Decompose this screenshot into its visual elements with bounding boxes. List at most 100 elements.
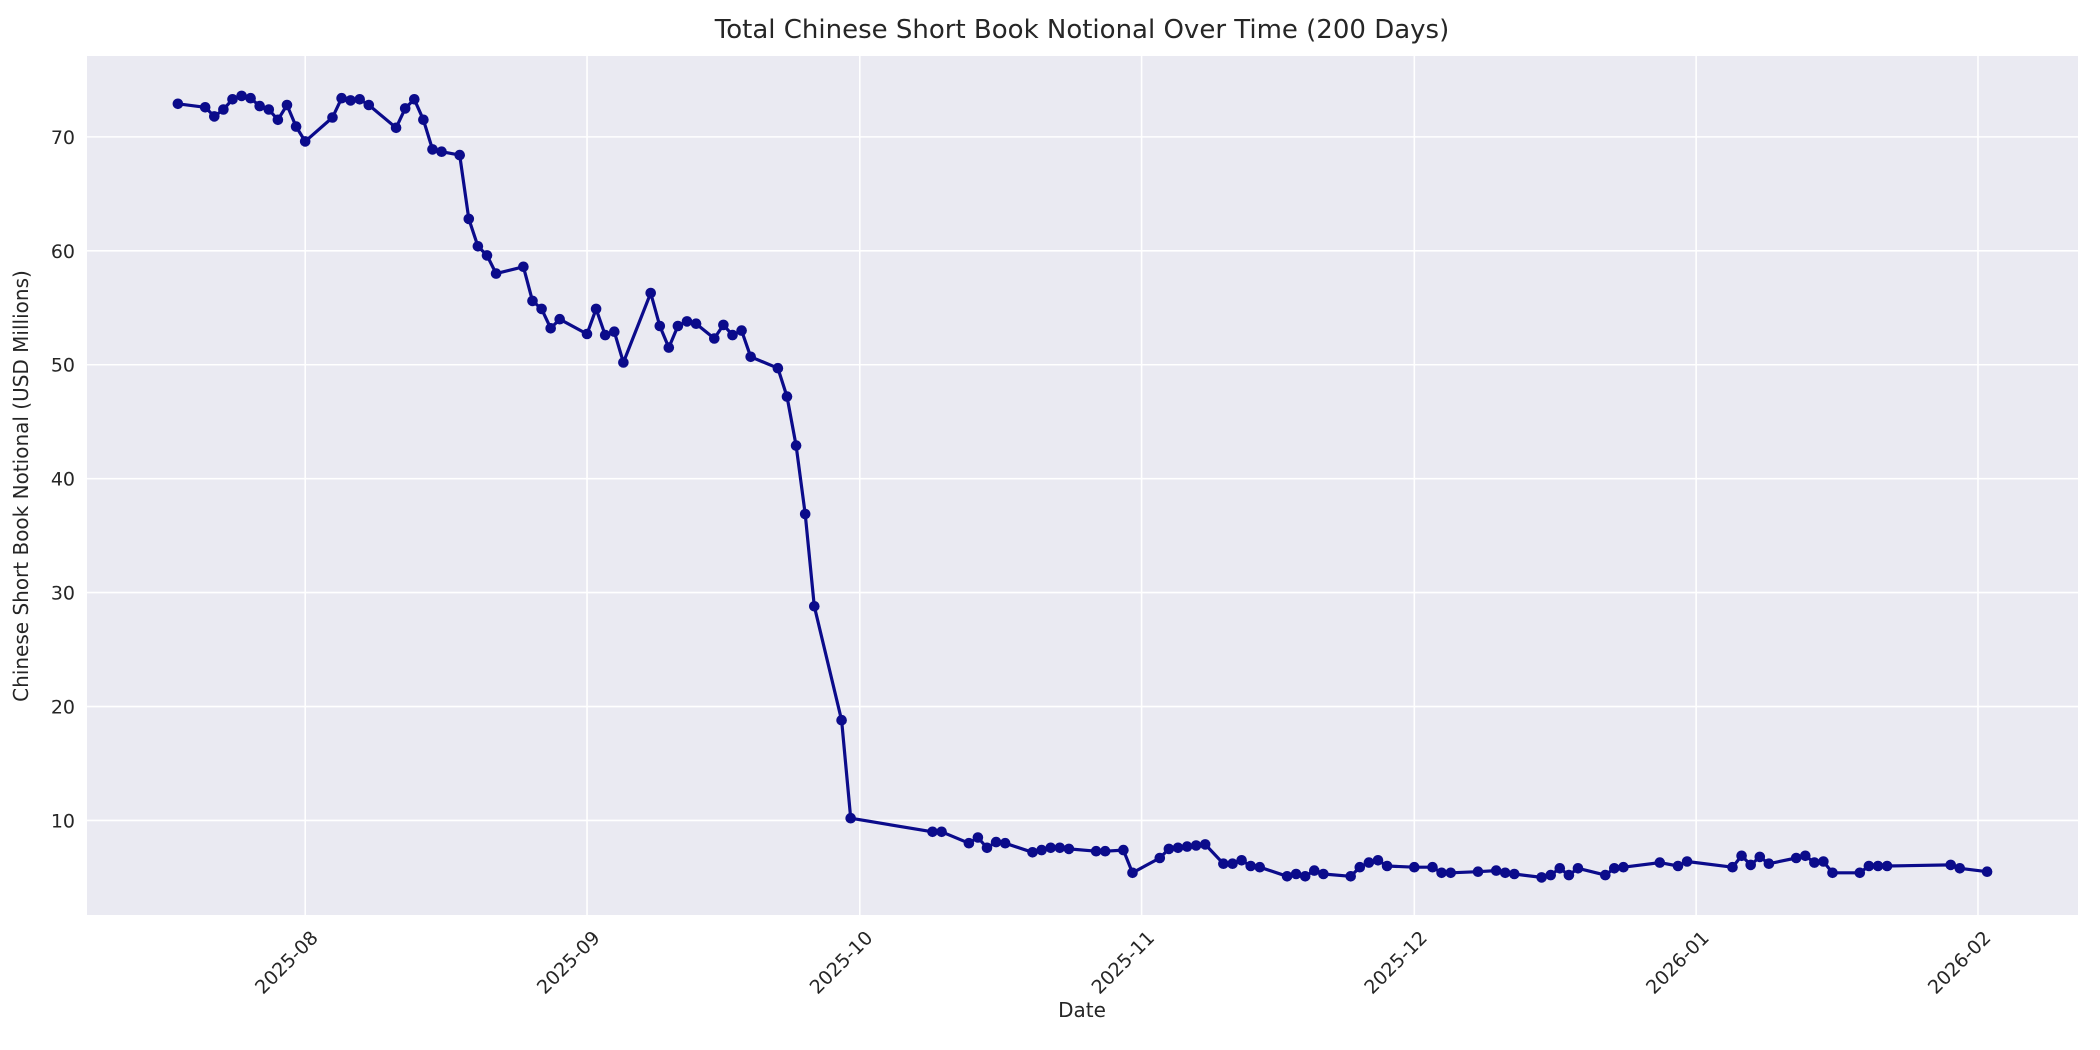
- x-tick-label: 2025-10: [806, 927, 878, 999]
- data-point-marker: [1445, 867, 1456, 879]
- x-tick-label: 2025-08: [251, 927, 323, 999]
- data-point-marker: [199, 102, 211, 113]
- data-point-marker: [1190, 840, 1202, 851]
- data-point-marker: [263, 104, 275, 115]
- data-point-marker: [1472, 866, 1484, 877]
- data-point-marker: [227, 94, 238, 105]
- data-point-marker: [1090, 845, 1102, 857]
- gridlines: [87, 56, 2078, 915]
- data-point-marker: [1054, 842, 1066, 854]
- data-point-marker: [1545, 869, 1556, 881]
- data-point-marker: [1554, 863, 1566, 874]
- data-point-marker: [327, 112, 338, 123]
- data-point-marker: [1245, 860, 1256, 872]
- data-point-marker: [1436, 867, 1447, 879]
- data-point-marker: [927, 826, 938, 838]
- data-point-marker: [1563, 869, 1575, 881]
- data-point-marker: [936, 826, 947, 838]
- data-point-marker: [963, 837, 975, 849]
- data-point-marker: [1027, 847, 1038, 858]
- data-point-marker: [809, 601, 820, 612]
- data-point-marker: [454, 149, 466, 161]
- data-point-marker: [1427, 861, 1438, 873]
- data-point-marker: [1127, 867, 1138, 879]
- data-point-marker: [999, 837, 1011, 849]
- data-point-marker: [281, 99, 293, 111]
- y-axis-ticks: 10 20 30 40 50 60 70: [51, 127, 75, 833]
- data-point-marker: [427, 144, 438, 155]
- data-point-marker: [554, 313, 565, 325]
- data-point-marker: [1572, 863, 1584, 874]
- data-point-marker: [1945, 859, 1956, 871]
- data-point-marker: [1609, 863, 1620, 874]
- data-point-marker: [972, 832, 984, 843]
- data-point-marker: [781, 391, 793, 402]
- data-point-marker: [990, 836, 1002, 848]
- data-point-marker: [618, 357, 629, 368]
- x-tick-label: 2025-11: [1087, 927, 1159, 999]
- data-point-marker: [1763, 858, 1775, 869]
- data-point-marker: [390, 122, 402, 134]
- data-point-marker: [1681, 856, 1693, 867]
- data-point-marker: [545, 323, 556, 334]
- data-point-marker: [1236, 855, 1247, 866]
- data-point-marker: [218, 104, 229, 115]
- data-point-marker: [1790, 852, 1802, 864]
- data-point-marker: [1254, 861, 1266, 873]
- x-tick-label: 2025-09: [533, 927, 605, 999]
- data-point-marker: [236, 90, 247, 102]
- x-axis-label: Date: [1058, 998, 1106, 1022]
- data-point-marker: [336, 92, 347, 104]
- data-point-marker: [727, 329, 738, 341]
- x-tick-label: 2025-12: [1360, 927, 1432, 999]
- data-point-marker: [1163, 843, 1175, 855]
- data-point-marker: [1363, 857, 1375, 868]
- data-point-marker: [1872, 860, 1884, 872]
- data-point-marker: [272, 114, 284, 126]
- data-point-marker: [527, 295, 538, 307]
- y-tick-label: 50: [51, 355, 75, 377]
- data-point-marker: [772, 362, 784, 374]
- y-tick-label: 40: [51, 469, 75, 491]
- data-point-marker: [1372, 855, 1384, 866]
- data-point-marker: [663, 342, 675, 353]
- data-point-marker: [254, 100, 265, 112]
- data-point-marker: [681, 316, 693, 327]
- data-point-marker: [799, 508, 811, 520]
- data-point-marker: [1536, 872, 1547, 883]
- data-point-marker: [1881, 860, 1893, 872]
- y-tick-label: 70: [51, 127, 75, 149]
- data-point-marker: [718, 319, 729, 331]
- data-point-marker: [845, 812, 856, 824]
- data-point-marker: [1409, 861, 1420, 873]
- data-point-marker: [690, 318, 702, 330]
- data-point-marker: [463, 213, 475, 225]
- data-point-marker: [409, 94, 420, 105]
- data-point-marker: [1800, 850, 1811, 862]
- x-axis-ticks: 2025-08 2025-09 2025-10 2025-11 2025-12 2026-…: [251, 927, 1995, 999]
- data-point-marker: [1154, 852, 1166, 864]
- data-point-marker: [590, 303, 602, 315]
- data-point-marker: [490, 268, 502, 279]
- plot-area: [87, 56, 2078, 915]
- data-point-marker: [836, 714, 847, 726]
- data-point-marker: [472, 241, 484, 252]
- data-point-marker: [209, 111, 220, 122]
- data-point-marker: [581, 328, 593, 340]
- data-point-marker: [1499, 867, 1511, 879]
- data-point-marker: [709, 333, 720, 344]
- x-tick-label: 2026-02: [1924, 927, 1996, 999]
- data-point-marker: [1063, 843, 1075, 855]
- data-point-marker: [1118, 844, 1129, 856]
- data-point-marker: [1672, 860, 1684, 872]
- data-point-marker: [1218, 858, 1229, 869]
- data-point-marker: [299, 136, 311, 147]
- data-point-marker: [1354, 861, 1366, 873]
- chart-title: Total Chinese Short Book Notional Over T…: [714, 15, 1449, 45]
- data-point-marker: [436, 146, 447, 157]
- data-point-marker: [1818, 856, 1829, 867]
- x-tick-label: 2026-01: [1642, 927, 1714, 999]
- data-point-marker: [1863, 860, 1875, 872]
- data-point-marker: [599, 329, 611, 341]
